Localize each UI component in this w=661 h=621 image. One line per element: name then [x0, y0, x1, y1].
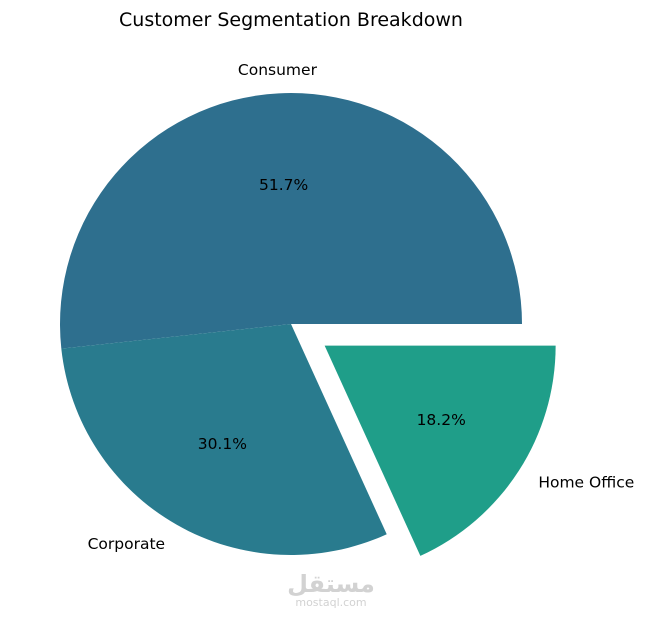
chart-title: Customer Segmentation Breakdown — [119, 9, 463, 31]
pie-slice-corporate — [61, 324, 387, 555]
watermark: مستقل mostaql.com — [287, 570, 375, 609]
pie-percent-consumer: 51.7% — [259, 176, 308, 194]
watermark-arabic: مستقل — [287, 570, 375, 598]
pie-slice-home-office — [324, 345, 556, 556]
pie-label-corporate: Corporate — [88, 535, 166, 553]
pie-label-home-office: Home Office — [538, 474, 634, 492]
watermark-latin: mostaql.com — [295, 596, 366, 609]
pie-slice-consumer — [59, 93, 522, 349]
pie-labels: 51.7% Consumer 30.1% Corporate 18.2% Home Off… — [88, 61, 635, 553]
pie-percent-corporate: 30.1% — [198, 435, 247, 453]
pie-percent-home-office: 18.2% — [417, 411, 466, 429]
pie-label-consumer: Consumer — [238, 61, 318, 79]
pie-slices — [59, 93, 556, 556]
